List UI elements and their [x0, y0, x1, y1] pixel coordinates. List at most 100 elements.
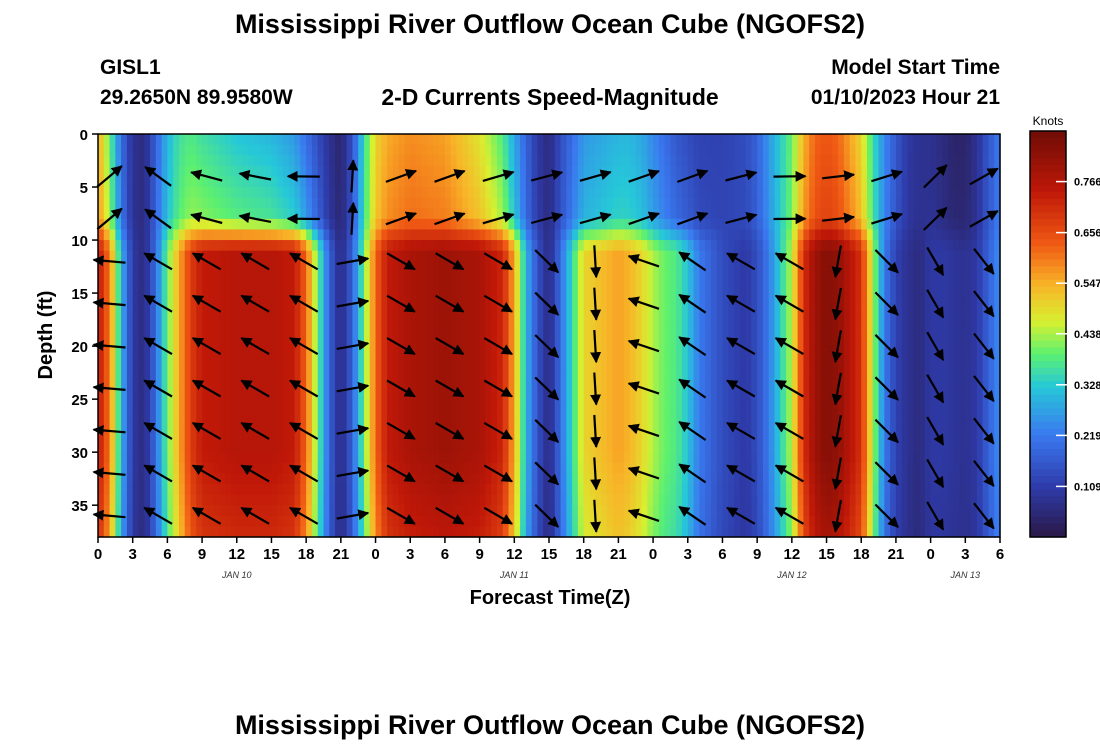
heatmap-cell [230, 473, 238, 485]
heatmap-cell [196, 324, 203, 337]
heatmap-cell [352, 208, 359, 220]
heatmap-cell [155, 515, 163, 527]
heatmap-cell [225, 314, 232, 326]
heatmap-cell [161, 388, 168, 400]
heatmap-cell [757, 399, 764, 411]
heatmap-cell [820, 441, 828, 453]
heatmap-cell [248, 229, 255, 241]
heatmap-cell [103, 441, 111, 453]
heatmap-cell [155, 462, 163, 474]
heatmap-cell [710, 526, 718, 538]
heatmap-cell [768, 515, 776, 527]
heatmap-cell [751, 377, 758, 390]
heatmap-cell [456, 420, 463, 432]
heatmap-cell [369, 420, 377, 432]
heatmap-cell [103, 473, 111, 485]
heatmap-cell [404, 314, 411, 326]
heatmap-cell [485, 134, 492, 146]
heatmap-cell [722, 494, 729, 506]
heatmap-cell [832, 165, 839, 178]
heatmap-cell [814, 430, 822, 443]
heatmap-cell [826, 176, 833, 188]
heatmap-cell [167, 399, 174, 411]
heatmap-cell [473, 282, 481, 294]
heatmap-cell [109, 452, 116, 464]
heatmap-cell [340, 526, 348, 538]
heatmap-cell [791, 409, 799, 421]
heatmap-cell [468, 197, 475, 209]
heatmap-cell [803, 526, 810, 538]
heatmap-cell [566, 441, 573, 453]
heatmap-cell [479, 144, 486, 156]
heatmap-cell [820, 430, 828, 443]
heatmap-cell [520, 356, 527, 368]
heatmap-cell [560, 409, 567, 421]
heatmap-cell [363, 367, 371, 379]
heatmap-cell [225, 494, 232, 506]
heatmap-cell [468, 346, 475, 358]
heatmap-cell [728, 483, 735, 496]
heatmap-cell [670, 388, 677, 400]
heatmap-cell [566, 346, 573, 358]
heatmap-cell [502, 240, 510, 252]
heatmap-cell [288, 282, 296, 294]
heatmap-cell [566, 505, 573, 517]
heatmap-cell [849, 526, 857, 538]
heatmap-cell [491, 144, 498, 156]
heatmap-cell [687, 346, 695, 358]
heatmap-cell [820, 505, 828, 517]
heatmap-cell [300, 240, 307, 252]
heatmap-cell [381, 293, 388, 305]
heatmap-cell [369, 144, 377, 156]
heatmap-cell [283, 483, 290, 496]
heatmap-cell [572, 134, 579, 146]
heatmap-cell [780, 430, 787, 443]
heatmap-cell [525, 367, 533, 379]
heatmap-cell [103, 409, 111, 421]
heatmap-cell [288, 473, 296, 485]
heatmap-cell [126, 515, 134, 527]
heatmap-cell [323, 483, 330, 496]
heatmap-cell [103, 494, 111, 506]
heatmap-cell [577, 293, 585, 305]
heatmap-cell [167, 197, 174, 209]
heatmap-cell [722, 452, 729, 464]
heatmap-cell [566, 388, 573, 400]
heatmap-cell [537, 261, 544, 273]
heatmap-cell [352, 335, 359, 347]
heatmap-cell [202, 324, 209, 337]
heatmap-cell [531, 335, 539, 347]
heatmap-cell [843, 388, 851, 400]
heatmap-cell [734, 314, 741, 326]
heatmap-cell [577, 462, 585, 474]
heatmap-cell [126, 473, 134, 485]
heatmap-cell [809, 134, 816, 146]
heatmap-cell [173, 483, 180, 496]
heatmap-cell [687, 303, 695, 315]
heatmap-cell [433, 165, 440, 178]
heatmap-cell [98, 494, 105, 506]
heatmap-cell [468, 356, 475, 368]
heatmap-cell [705, 271, 712, 284]
heatmap-cell [786, 229, 793, 241]
heatmap-cell [468, 409, 475, 421]
heatmap-cell [358, 494, 365, 506]
heatmap-cell [433, 229, 440, 241]
heatmap-cell [618, 430, 625, 443]
heatmap-cell [658, 197, 666, 209]
heatmap-cell [843, 452, 851, 464]
heatmap-cell [826, 377, 833, 390]
heatmap-cell [485, 526, 492, 538]
heatmap-cell [439, 483, 446, 496]
heatmap-cell [554, 134, 562, 146]
heatmap-cell [155, 165, 163, 178]
heatmap-cell [468, 388, 475, 400]
heatmap-cell [98, 197, 105, 209]
heatmap-cell [254, 473, 261, 485]
heatmap-cell [219, 208, 226, 220]
heatmap-cell [768, 314, 776, 326]
heatmap-cell [641, 314, 648, 326]
heatmap-cell [248, 240, 255, 252]
heatmap-cell [213, 144, 221, 156]
heatmap-cell [144, 187, 151, 199]
